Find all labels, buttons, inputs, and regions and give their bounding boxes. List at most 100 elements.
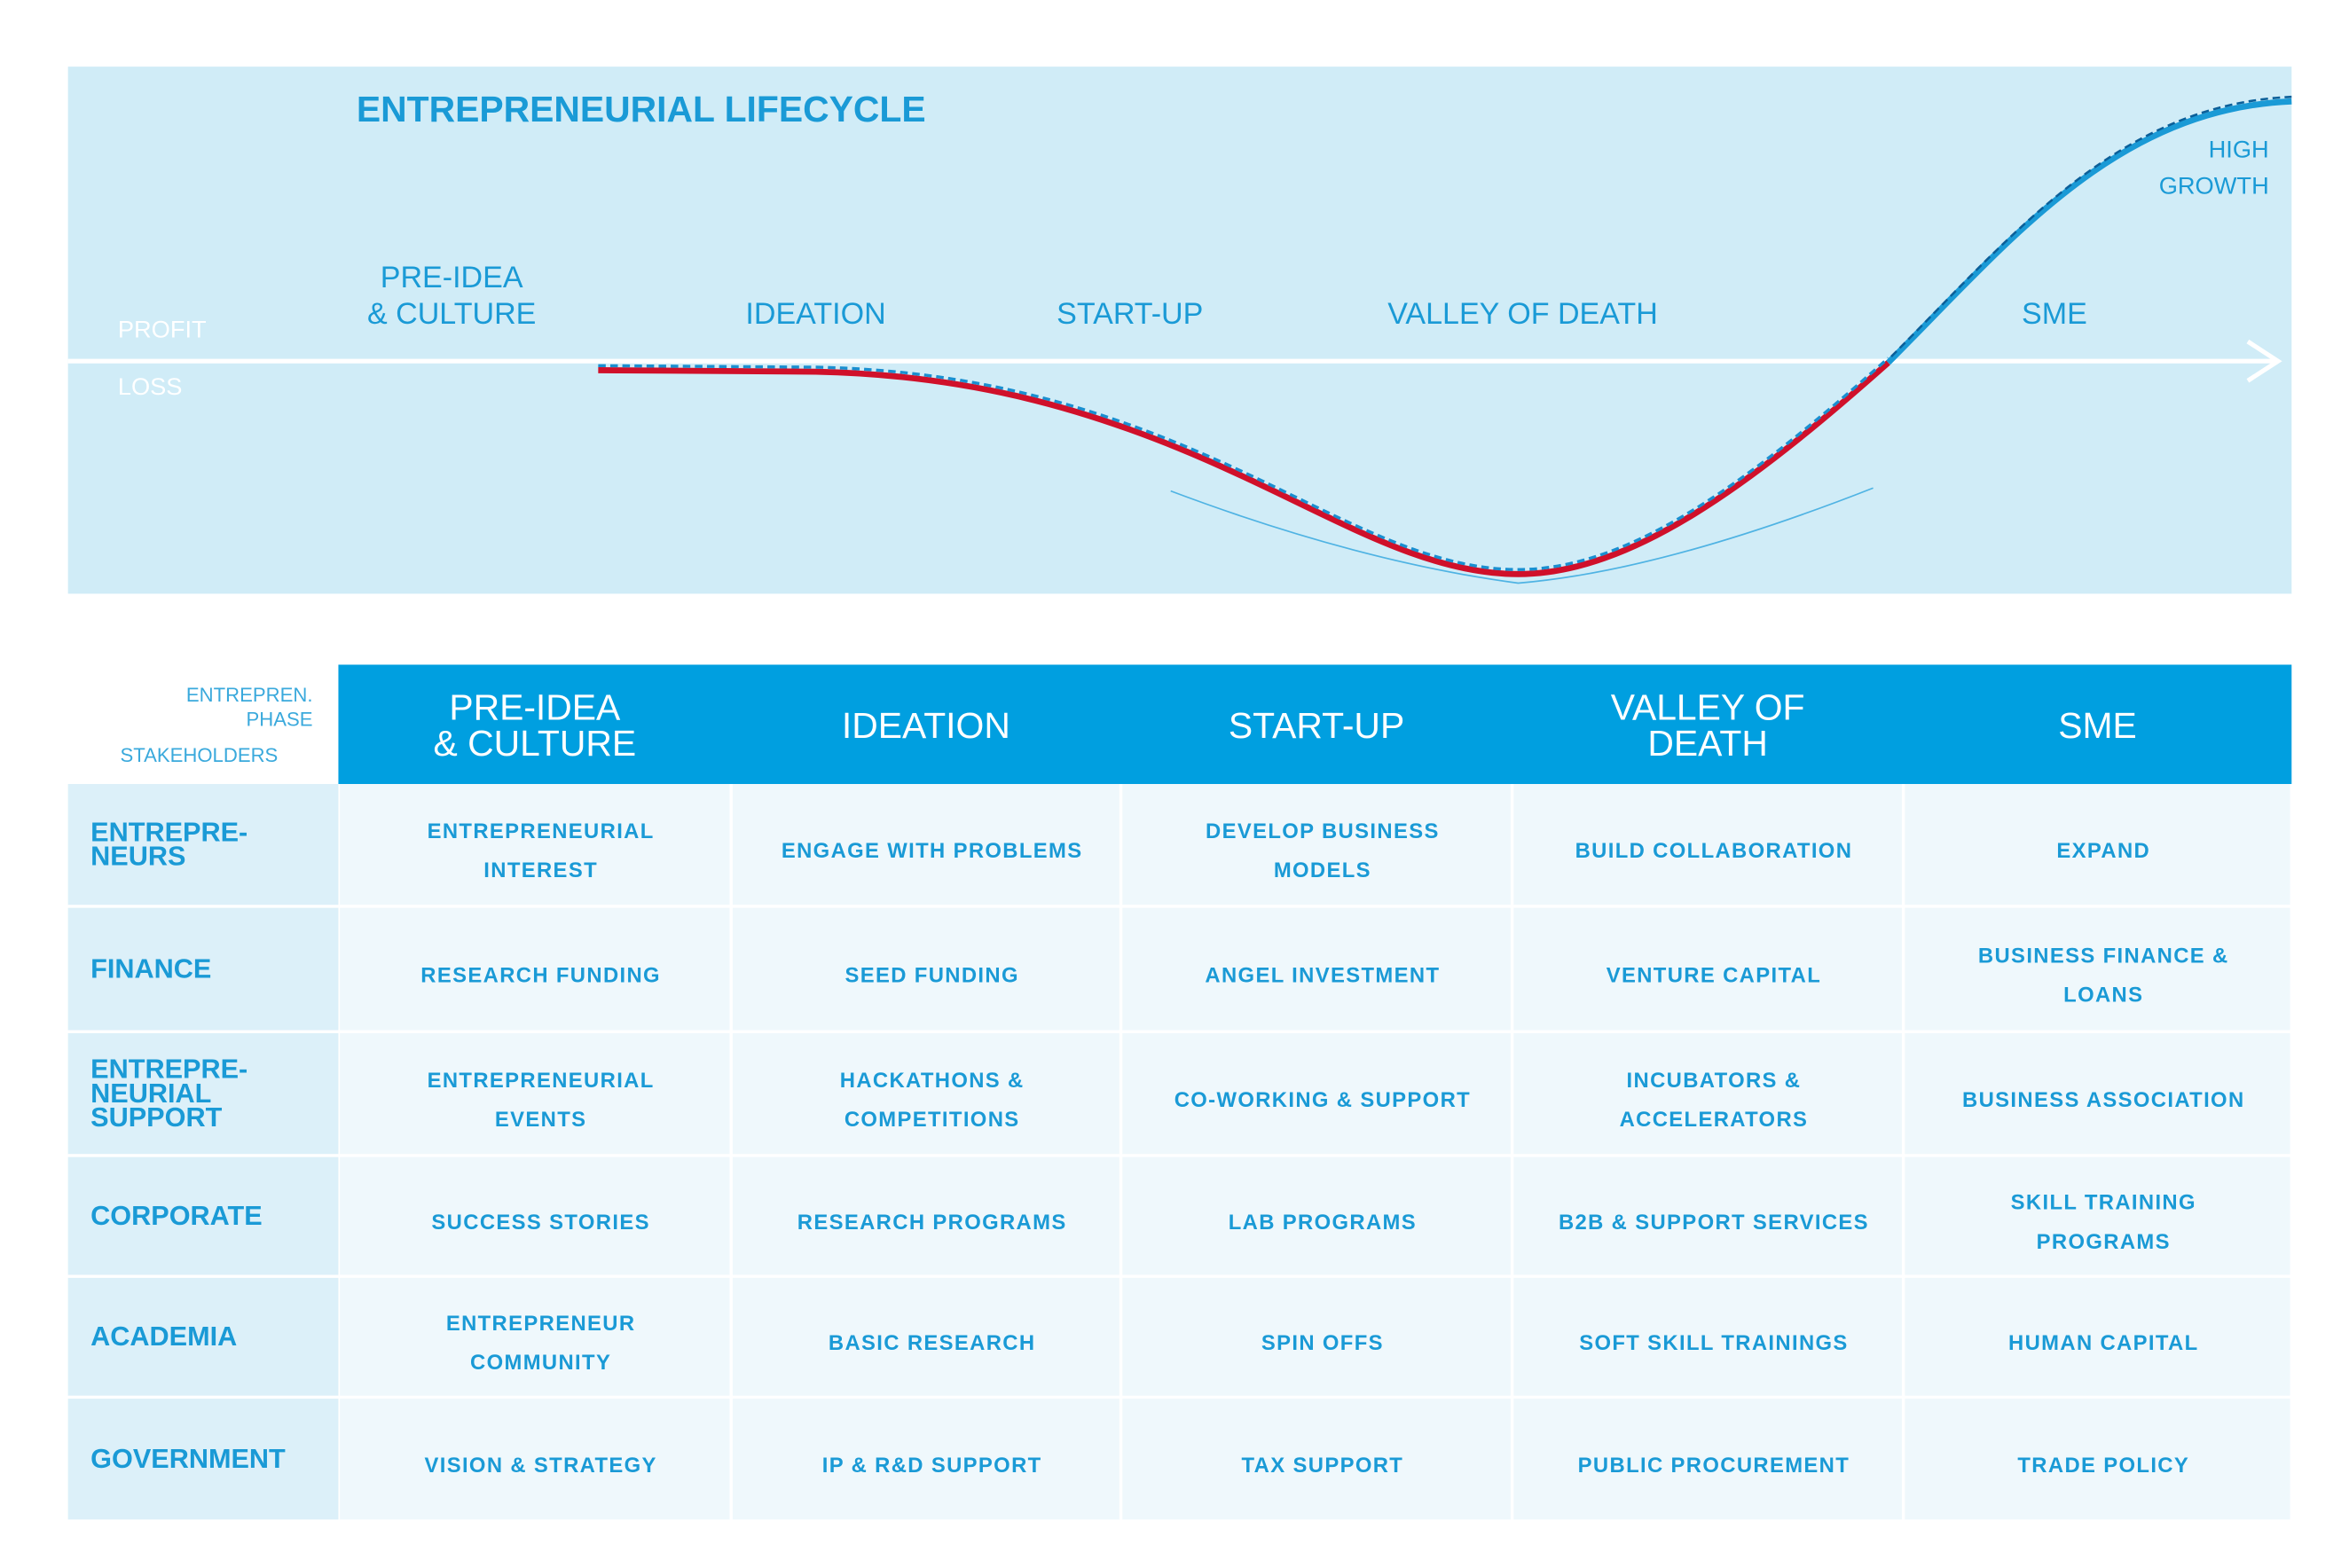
cell-text: INTEREST xyxy=(483,858,598,882)
row-label-cell xyxy=(67,1399,339,1520)
corner-phase: ENTREPREN. xyxy=(186,684,313,706)
loss-curve xyxy=(598,360,1890,577)
cell-text: BUILD COLLABORATION xyxy=(1575,839,1853,863)
table-cell xyxy=(1513,907,1902,1031)
axis-arrow xyxy=(2246,339,2282,383)
table-cell xyxy=(1513,1156,1902,1275)
cell-text: VISION & STRATEGY xyxy=(424,1454,656,1478)
end-label: GROWTH xyxy=(2159,172,2269,200)
table-cell xyxy=(1122,784,1511,906)
cell-text: PUBLIC PROCUREMENT xyxy=(1578,1454,1850,1478)
curve-dashed xyxy=(598,357,1889,571)
growth-curve xyxy=(1886,98,2292,365)
cell-text: DEVELOP BUSINESS xyxy=(1206,819,1440,843)
cell-text: EVENTS xyxy=(495,1108,587,1132)
row-label: SUPPORT xyxy=(90,1102,222,1133)
cell-text: SPIN OFFS xyxy=(1261,1331,1384,1355)
table-cell xyxy=(1513,1032,1902,1155)
curve-shadow xyxy=(1170,487,1874,584)
table-cell xyxy=(1122,1156,1511,1275)
row-label: ENTREPRE- xyxy=(90,817,247,847)
cell-text: ENTREPRENEURIAL xyxy=(428,1069,655,1093)
column-header: & CULTURE xyxy=(434,723,637,764)
cell-text: SKILL TRAINING xyxy=(2011,1191,2196,1215)
row-label: NEURS xyxy=(90,842,185,872)
cell-text: TRADE POLICY xyxy=(2017,1454,2189,1478)
column-header: VALLEY OF xyxy=(1611,686,1805,727)
table-cell xyxy=(732,1277,1120,1396)
row-label: CORPORATE xyxy=(90,1201,263,1231)
cell-text: LAB PROGRAMS xyxy=(1229,1211,1417,1235)
header-bar xyxy=(338,664,2292,784)
stage-label: VALLEY OF DEATH xyxy=(1387,297,1658,331)
table-cell xyxy=(1513,1277,1902,1396)
cell-text: CO-WORKING & SUPPORT xyxy=(1174,1088,1471,1112)
table-cell xyxy=(340,784,730,906)
table-cell xyxy=(340,907,730,1031)
end-label: HIGH xyxy=(2209,136,2269,163)
cell-text: COMPETITIONS xyxy=(845,1108,1020,1132)
table-cell xyxy=(732,1032,1120,1155)
corner-stakeholders: STAKEHOLDERS xyxy=(120,744,278,766)
cell-text: PROGRAMS xyxy=(2037,1230,2171,1254)
cell-text: RESEARCH PROGRAMS xyxy=(797,1211,1067,1235)
row-label-cell xyxy=(67,907,339,1031)
table-cell xyxy=(732,1399,1120,1520)
cell-text: B2B & SUPPORT SERVICES xyxy=(1559,1211,1869,1235)
cell-text: LOANS xyxy=(2063,984,2143,1007)
cell-text: INCUBATORS & xyxy=(1627,1069,1802,1093)
cell-text: SEED FUNDING xyxy=(845,963,1018,987)
column-header: IDEATION xyxy=(842,705,1010,746)
table-cell xyxy=(340,1032,730,1155)
cell-text: ENGAGE WITH PROBLEMS xyxy=(782,839,1083,863)
table-cell xyxy=(732,784,1120,906)
cell-text: EXPAND xyxy=(2056,839,2150,863)
column-header: DEATH xyxy=(1647,723,1767,764)
table-cell xyxy=(1905,1032,2290,1155)
table-cell xyxy=(340,1156,730,1275)
row-label-cell xyxy=(67,1277,339,1396)
column-header: PRE-IDEA xyxy=(449,686,621,727)
row-label: NEURIAL xyxy=(90,1078,211,1109)
cell-text: IP & R&D SUPPORT xyxy=(822,1454,1042,1478)
table-cell xyxy=(732,1156,1120,1275)
cell-text: BUSINESS FINANCE & xyxy=(1978,944,2229,968)
cell-text: ACCELERATORS xyxy=(1620,1108,1809,1132)
cell-text: BUSINESS ASSOCIATION xyxy=(1962,1088,2245,1112)
table-cell xyxy=(1905,1277,2290,1396)
stage-label: SME xyxy=(2022,297,2087,331)
column-header: SME xyxy=(2058,705,2137,746)
cell-text: BASIC RESEARCH xyxy=(829,1331,1036,1355)
stage-label: START-UP xyxy=(1057,297,1203,331)
cell-text: MODELS xyxy=(1274,858,1371,882)
cell-text: SUCCESS STORIES xyxy=(431,1211,649,1235)
table-cell xyxy=(340,1399,730,1520)
table-cell xyxy=(1905,1399,2290,1520)
table-cell xyxy=(1122,1032,1511,1155)
lifecycle-title: ENTREPRENEURIAL LIFECYCLE xyxy=(357,89,926,129)
table-cell xyxy=(1905,784,2290,906)
column-header: START-UP xyxy=(1229,705,1404,746)
row-label: FINANCE xyxy=(90,953,211,984)
cell-text: TAX SUPPORT xyxy=(1242,1454,1404,1478)
cell-text: HACKATHONS & xyxy=(840,1069,1025,1093)
cell-text: ENTREPRENEURIAL xyxy=(428,819,655,843)
cell-text: ENTREPRENEUR xyxy=(446,1312,636,1336)
stage-label: & CULTURE xyxy=(367,297,536,331)
row-label: ENTREPRE- xyxy=(90,1054,247,1085)
row-label-cell xyxy=(67,1032,339,1155)
table-cell xyxy=(1905,907,2290,1031)
row-label-cell xyxy=(67,784,339,906)
table-cell xyxy=(1513,784,1902,906)
corner-phase: PHASE xyxy=(246,708,312,730)
cell-text: HUMAN CAPITAL xyxy=(2008,1331,2199,1355)
table-cell xyxy=(1122,1399,1511,1520)
cell-text: RESEARCH FUNDING xyxy=(420,963,661,987)
row-label-cell xyxy=(67,1156,339,1275)
table-cell xyxy=(1122,1277,1511,1396)
stage-label: IDEATION xyxy=(745,297,885,331)
cell-text: SOFT SKILL TRAININGS xyxy=(1579,1331,1848,1355)
loss-label: LOSS xyxy=(118,372,183,400)
